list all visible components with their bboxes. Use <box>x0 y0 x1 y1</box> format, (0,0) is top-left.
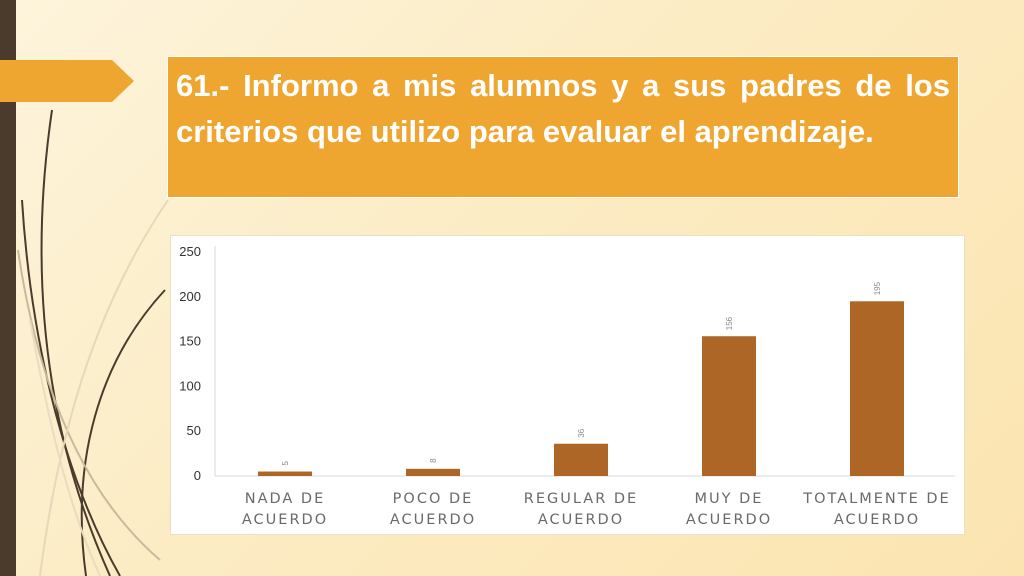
data-label: 5 <box>281 461 290 466</box>
bar <box>850 301 904 476</box>
left-accent-bar <box>0 0 16 576</box>
category-label: ACUERDO <box>390 512 476 528</box>
y-tick-label: 0 <box>194 468 201 483</box>
chart-axes <box>214 246 955 477</box>
category-labels-group: NADA DE ACUERDO POCO DE ACUERDO REGULAR DE AC… <box>242 491 950 528</box>
bar <box>702 336 756 476</box>
data-label: 156 <box>725 316 734 330</box>
data-label: 8 <box>429 458 438 463</box>
category-label: ACUERDO <box>834 512 920 528</box>
chart-panel: 0 50 100 150 200 250 5 8 36 156 195 NADA DE ACUERD… <box>170 235 965 535</box>
bars-group <box>258 301 904 476</box>
arrow-tab-shape <box>0 60 134 102</box>
category-label: ACUERDO <box>242 512 328 528</box>
title-box: 61.- Informo a mis alumnos y a sus padre… <box>167 56 959 198</box>
y-axis-ticks: 0 50 100 150 200 250 <box>179 244 201 483</box>
category-label: TOTALMENTE DE <box>802 491 950 507</box>
category-label: REGULAR DE <box>524 491 638 507</box>
y-tick-label: 150 <box>179 334 201 349</box>
category-label: ACUERDO <box>686 512 772 528</box>
data-label: 36 <box>577 428 586 437</box>
bar <box>406 468 460 476</box>
y-tick-label: 100 <box>179 378 201 393</box>
y-tick-label: 250 <box>179 244 201 259</box>
bar <box>554 443 608 476</box>
bar-chart: 0 50 100 150 200 250 5 8 36 156 195 NADA DE ACUERD… <box>179 244 955 528</box>
category-label: ACUERDO <box>538 512 624 528</box>
data-label: 195 <box>873 281 882 295</box>
data-labels-group: 5 8 36 156 195 <box>281 281 882 465</box>
y-tick-label: 200 <box>179 289 201 304</box>
category-label: MUY DE <box>695 491 764 507</box>
category-label: POCO DE <box>393 491 474 507</box>
slide-title: 61.- Informo a mis alumnos y a sus padre… <box>176 68 950 149</box>
bar <box>258 471 312 476</box>
category-label: NADA DE <box>245 491 326 507</box>
decorative-curves <box>17 109 169 576</box>
y-tick-label: 50 <box>187 423 201 438</box>
